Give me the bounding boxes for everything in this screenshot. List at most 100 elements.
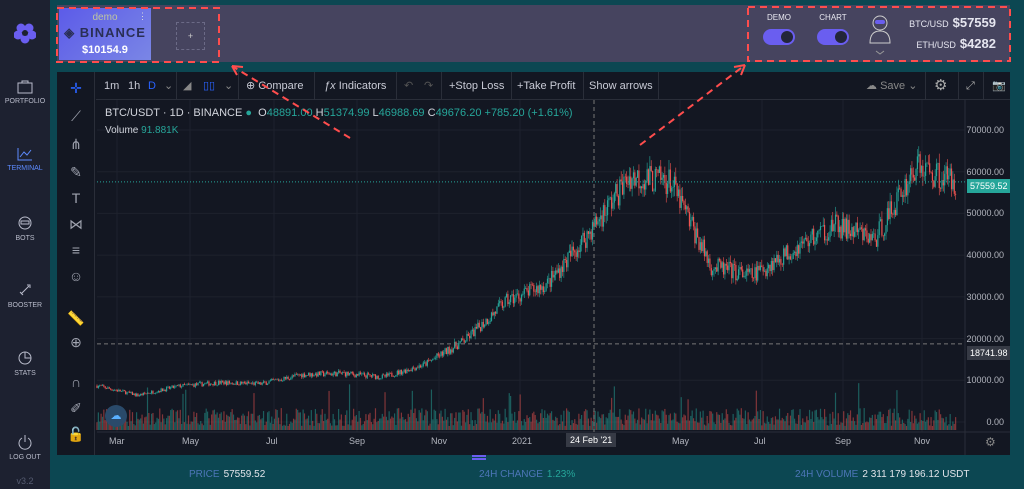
sidebar-item-portfolio[interactable]: PORTFOLIO (0, 80, 50, 105)
volume-bar (256, 422, 258, 430)
lock-icon[interactable]: 🔓 (67, 426, 85, 442)
trading-chart[interactable]: ✛ ⟋ ⋔ ✎ T ⋈ ≡ ☺ 📏 ⊕ ∩ ✐ 🔓 1m 1h D ⌄ ◢ ▯▯… (57, 72, 1010, 455)
fullscreen-icon[interactable]: ⤢ (966, 80, 975, 92)
avatar[interactable] (865, 13, 895, 57)
save-button[interactable]: ☁ Save ⌄ (866, 80, 918, 92)
volume-bar (149, 424, 151, 430)
candle (759, 265, 762, 270)
volume-bar (639, 424, 641, 430)
resize-handle[interactable] (472, 455, 486, 460)
volume-bar (777, 419, 779, 430)
volume-bar (230, 412, 232, 430)
redo-icon[interactable]: ↷ (424, 80, 434, 92)
account-card[interactable]: demo ◈ BINANCE $10154.9 ⋮ (59, 8, 151, 60)
candle (208, 381, 210, 386)
demo-switch[interactable] (763, 29, 795, 45)
show-arrows-button[interactable]: Show arrows (589, 80, 653, 92)
candles-icon[interactable]: ▯▯ (203, 80, 216, 92)
interval-1h[interactable]: 1h (128, 80, 141, 92)
brush-icon[interactable]: ✎ (70, 164, 82, 180)
axis-settings-icon[interactable]: ⚙ (985, 435, 996, 449)
interval-dropdown-icon[interactable]: ⌄ (164, 80, 174, 92)
magnet-icon[interactable]: ∩ (70, 374, 82, 390)
volume-bar (673, 412, 676, 430)
chart-switch[interactable] (817, 29, 849, 45)
prediction-icon[interactable]: ≡ (71, 242, 81, 258)
candle (744, 275, 747, 277)
volume-bar (916, 423, 919, 430)
candle (649, 166, 651, 185)
volume-bar (422, 420, 424, 430)
settings-icon[interactable]: ⚙ (934, 77, 948, 94)
candle (950, 168, 953, 190)
volume-bar (511, 413, 513, 430)
sidebar-item-booster[interactable]: BOOSTER (0, 282, 50, 309)
volume-bar (803, 422, 805, 430)
pattern-icon[interactable]: ⋈ (69, 216, 83, 232)
volume-bar (878, 411, 880, 430)
candle (273, 379, 276, 381)
add-account-button[interactable]: + (176, 22, 205, 50)
crosshair-icon[interactable]: ✛ (70, 80, 82, 96)
x-tick-label: 2021 (512, 436, 533, 446)
volume-bar (731, 425, 733, 430)
volume-bar (773, 424, 775, 430)
interval-d[interactable]: D (148, 80, 156, 92)
volume-bar (504, 408, 506, 430)
volume-bar (234, 419, 236, 430)
volume-bar (941, 417, 943, 430)
chart-style-icon[interactable]: ◢ (183, 80, 192, 92)
candle (930, 172, 932, 173)
volume-bar (202, 425, 205, 430)
volume-bar (196, 412, 198, 430)
take-profit-button[interactable]: +Take Profit (517, 80, 576, 92)
chart-canvas[interactable] (57, 72, 1010, 455)
chart-type-dropdown-icon[interactable]: ⌄ (224, 80, 234, 92)
candle (426, 359, 428, 366)
sidebar-item-logout[interactable]: LOG OUT (0, 434, 50, 461)
candle (527, 290, 529, 296)
text-icon[interactable]: T (71, 190, 81, 206)
demo-toggle[interactable]: DEMO (759, 13, 799, 45)
candle (676, 183, 678, 197)
candle (410, 370, 412, 372)
candle (830, 219, 833, 232)
candle (785, 245, 787, 257)
undo-icon[interactable]: ↶ (404, 80, 414, 92)
volume-bar (776, 419, 778, 430)
candle (157, 391, 160, 393)
volume-bar (276, 409, 278, 430)
volume-bar (414, 408, 416, 430)
ruler-icon[interactable]: 📏 (67, 310, 85, 326)
candle (256, 381, 258, 383)
stop-loss-button[interactable]: +Stop Loss (449, 80, 505, 92)
more-menu-icon[interactable]: ⋮ (138, 11, 147, 21)
interval-1m[interactable]: 1m (104, 80, 120, 92)
sidebar-item-stats[interactable]: STATS (0, 350, 50, 377)
compare-button[interactable]: ⊕ Compare (246, 80, 304, 92)
volume-bar (264, 425, 266, 430)
candle (572, 246, 575, 251)
trendline-icon[interactable]: ⟋ (71, 108, 81, 124)
volume-bar (331, 425, 333, 430)
zoom-icon[interactable]: ⊕ (70, 334, 82, 350)
emoji-icon[interactable]: ☺ (68, 268, 84, 284)
volume-bar (97, 412, 99, 430)
volume-bar (758, 418, 760, 430)
candle (417, 367, 419, 369)
screenshot-icon[interactable]: 📷 (992, 80, 1006, 92)
sidebar-item-terminal[interactable]: TERMINAL (0, 147, 50, 172)
candle (340, 373, 342, 374)
candle (133, 393, 135, 396)
sidebar-item-bots[interactable]: BOTS (0, 215, 50, 242)
volume-bar (884, 423, 886, 430)
candle (526, 287, 528, 291)
lock-drawing-icon[interactable]: ✐ (70, 400, 82, 416)
pitchfork-icon[interactable]: ⋔ (70, 136, 82, 152)
volume-bar (403, 419, 405, 430)
indicators-button[interactable]: ƒx Indicators (324, 80, 387, 92)
volume-bar (720, 422, 722, 430)
candle (594, 216, 596, 227)
chart-toggle[interactable]: CHART (813, 13, 853, 45)
volume-bar (392, 417, 394, 430)
